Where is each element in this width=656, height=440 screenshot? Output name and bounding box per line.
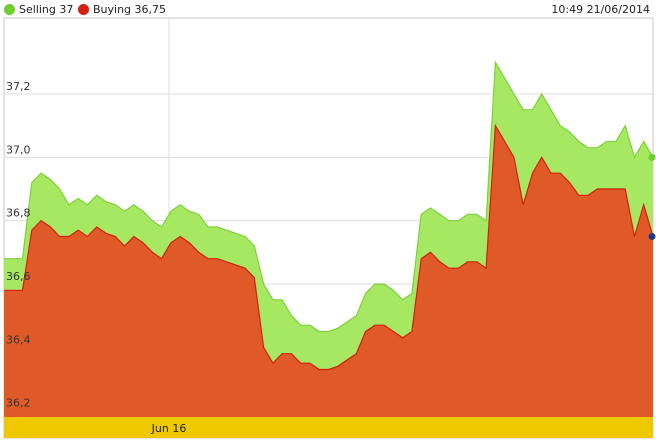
x-axis-band [4, 417, 653, 438]
y-axis-labels: 36,2 36,4 36,6 36,8 37,0 37,2 [6, 80, 31, 410]
y-tick-label: 36,2 [6, 397, 31, 410]
timestamp: 10:49 21/06/2014 [551, 3, 650, 16]
legend-buying-label: Buying 36,75 [93, 3, 167, 16]
selling-line [4, 60, 654, 333]
legend-selling-label: Selling 37 [19, 3, 74, 16]
legend-selling[interactable]: Selling 37 [4, 3, 73, 16]
y-tick-label: 36,8 [6, 207, 31, 220]
legend-buying[interactable]: Buying 36,75 [78, 3, 166, 16]
buying-dot-icon [78, 4, 89, 15]
y-tick-label: 36,4 [6, 333, 31, 346]
y-tick-label: 36,6 [6, 270, 31, 283]
selling-dot-icon [4, 4, 15, 15]
chart-header: Selling 37 Buying 36,75 10:49 21/06/2014 [0, 0, 656, 19]
y-tick-label: 37,0 [6, 143, 31, 156]
selling-end-marker [648, 153, 656, 161]
y-tick-label: 37,2 [6, 80, 31, 93]
buying-end-marker [648, 233, 656, 240]
x-tick-label: Jun 16 [151, 422, 187, 435]
buying-line [4, 123, 654, 371]
